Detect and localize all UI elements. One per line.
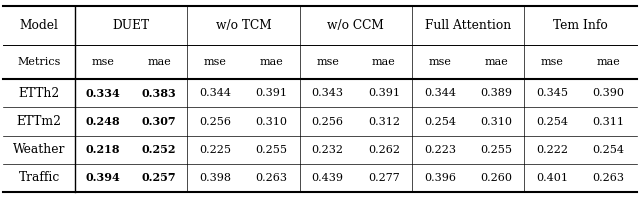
Text: Traffic: Traffic [19, 171, 60, 185]
Text: 0.255: 0.255 [481, 145, 513, 155]
Text: mae: mae [372, 57, 396, 67]
Text: 0.398: 0.398 [200, 173, 232, 183]
Text: 0.254: 0.254 [424, 116, 456, 127]
Text: mse: mse [429, 57, 452, 67]
Text: 0.391: 0.391 [368, 88, 400, 98]
Text: 0.262: 0.262 [368, 145, 400, 155]
Text: ETTm2: ETTm2 [17, 115, 61, 128]
Text: mse: mse [92, 57, 115, 67]
Text: 0.263: 0.263 [255, 173, 287, 183]
Text: 0.344: 0.344 [424, 88, 456, 98]
Text: 0.260: 0.260 [481, 173, 513, 183]
Text: 0.396: 0.396 [424, 173, 456, 183]
Text: mse: mse [541, 57, 564, 67]
Text: 0.257: 0.257 [142, 172, 177, 184]
Text: 0.391: 0.391 [255, 88, 287, 98]
Text: 0.310: 0.310 [481, 116, 513, 127]
Text: 0.232: 0.232 [312, 145, 344, 155]
Text: 0.256: 0.256 [312, 116, 344, 127]
Text: Model: Model [20, 19, 58, 32]
Text: 0.223: 0.223 [424, 145, 456, 155]
Text: 0.394: 0.394 [86, 172, 120, 184]
Text: 0.307: 0.307 [142, 116, 177, 127]
Text: 0.389: 0.389 [481, 88, 513, 98]
Text: 0.277: 0.277 [368, 173, 400, 183]
Text: 0.254: 0.254 [593, 145, 625, 155]
Text: 0.256: 0.256 [200, 116, 232, 127]
Text: 0.255: 0.255 [255, 145, 287, 155]
Text: 0.390: 0.390 [593, 88, 625, 98]
Text: 0.334: 0.334 [86, 88, 120, 99]
Text: 0.225: 0.225 [200, 145, 232, 155]
Text: Metrics: Metrics [17, 57, 61, 67]
Text: mae: mae [147, 57, 171, 67]
Text: mae: mae [597, 57, 621, 67]
Text: 0.401: 0.401 [536, 173, 568, 183]
Text: 0.343: 0.343 [312, 88, 344, 98]
Text: 0.383: 0.383 [142, 88, 177, 99]
Text: 0.310: 0.310 [255, 116, 287, 127]
Text: 0.345: 0.345 [536, 88, 568, 98]
Text: 0.248: 0.248 [86, 116, 120, 127]
Text: w/o TCM: w/o TCM [216, 19, 271, 32]
Text: mae: mae [484, 57, 508, 67]
Text: 0.263: 0.263 [593, 173, 625, 183]
Text: w/o CCM: w/o CCM [328, 19, 384, 32]
Text: mae: mae [260, 57, 284, 67]
Text: 0.312: 0.312 [368, 116, 400, 127]
Text: 0.252: 0.252 [142, 144, 177, 155]
Text: 0.218: 0.218 [86, 144, 120, 155]
Text: Weather: Weather [13, 143, 65, 156]
Text: Tem Info: Tem Info [553, 19, 608, 32]
Text: ETTh2: ETTh2 [19, 87, 60, 100]
Text: 0.439: 0.439 [312, 173, 344, 183]
Text: mse: mse [316, 57, 339, 67]
Text: DUET: DUET [113, 19, 150, 32]
Text: 0.311: 0.311 [593, 116, 625, 127]
Text: Full Attention: Full Attention [425, 19, 511, 32]
Text: 0.344: 0.344 [200, 88, 232, 98]
Text: mse: mse [204, 57, 227, 67]
Text: 0.222: 0.222 [536, 145, 568, 155]
Text: 0.254: 0.254 [536, 116, 568, 127]
